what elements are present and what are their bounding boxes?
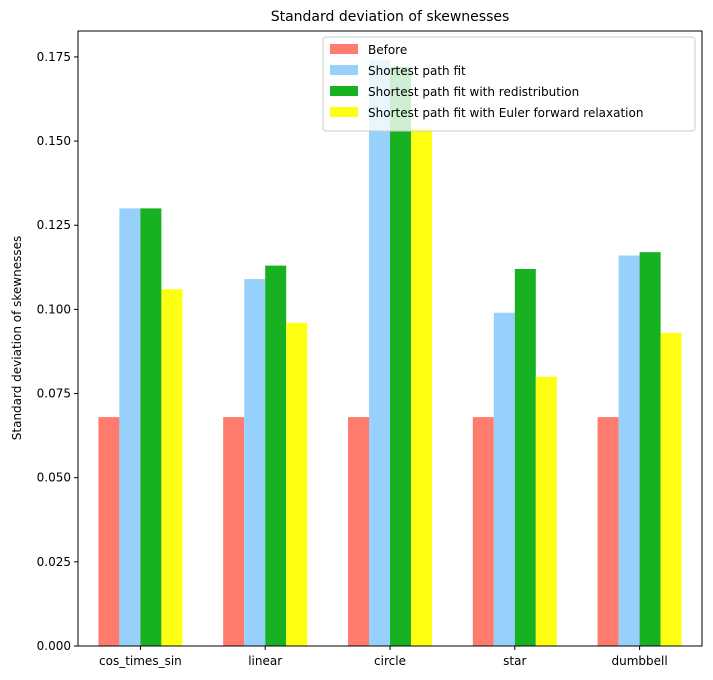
- bar-circle-2: [390, 67, 411, 646]
- bar-cos_times_sin-3: [161, 289, 183, 646]
- bar-linear-2: [265, 265, 287, 646]
- y-tick-label: 0.000: [37, 639, 71, 653]
- y-tick-label: 0.075: [37, 387, 71, 401]
- bar-dumbbell-0: [597, 417, 619, 646]
- x-tick-label: linear: [248, 654, 282, 668]
- y-ticks-group: 0.000 0.025 0.050 0.075 0.100 0.125 0.150 0.175: [37, 50, 78, 653]
- bars-group: [98, 60, 682, 647]
- bar-circle-0: [348, 417, 369, 646]
- legend-swatch: [330, 86, 358, 96]
- plot-frame: [77, 30, 703, 647]
- y-tick-label: 0.025: [37, 555, 71, 569]
- bar-cos_times_sin-1: [119, 208, 141, 646]
- bar-cos_times_sin-0: [98, 417, 120, 646]
- y-tick-label: 0.150: [37, 134, 71, 148]
- bar-dumbbell-1: [618, 255, 640, 646]
- x-tick-label: circle: [374, 654, 406, 668]
- bar-circle-1: [369, 60, 390, 647]
- bar-star-2: [514, 268, 536, 646]
- bar-star-0: [472, 417, 494, 646]
- legend-swatch: [330, 44, 358, 54]
- legend-swatch: [330, 65, 358, 75]
- legend-box: [322, 36, 696, 132]
- x-tick-label: cos_times_sin: [99, 654, 182, 668]
- y-axis-label: Standard deviation of skewnesses: [10, 236, 24, 440]
- bar-star-1: [493, 312, 515, 646]
- bar-linear-0: [223, 417, 245, 646]
- bar-linear-3: [286, 322, 308, 646]
- bar-circle-3: [411, 127, 432, 646]
- bar-dumbbell-3: [660, 332, 682, 646]
- bar-linear-1: [244, 279, 266, 646]
- bar-dumbbell-2: [639, 252, 661, 646]
- y-tick-label: 0.100: [37, 302, 71, 316]
- bar-star-3: [535, 376, 557, 646]
- legend-entry-label: Shortest path fit with Euler forward rel…: [368, 106, 643, 120]
- x-tick-label: star: [503, 654, 526, 668]
- x-tick-label: dumbbell: [611, 654, 667, 668]
- chart-title: Standard deviation of skewnesses: [271, 9, 510, 25]
- legend-entry-label: Shortest path fit: [368, 64, 466, 78]
- legend-entry-label: Shortest path fit with redistribution: [368, 85, 579, 99]
- x-ticks-group: cos_times_sin linear circle star dumbbell: [99, 646, 668, 668]
- legend-swatch: [330, 107, 358, 117]
- legend-entry-label: Before: [368, 43, 407, 57]
- y-tick-label: 0.175: [37, 50, 71, 64]
- y-tick-label: 0.050: [37, 471, 71, 485]
- legend: Before Shortest path fit Shortest path fit…: [322, 36, 696, 132]
- bar-cos_times_sin-2: [140, 208, 162, 646]
- y-tick-label: 0.125: [37, 218, 71, 232]
